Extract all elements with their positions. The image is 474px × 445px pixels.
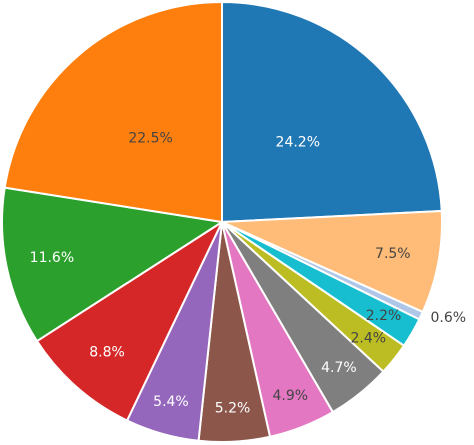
pie-slice-label: 5.2% (215, 401, 251, 417)
pie-slice-label: 11.6% (30, 250, 74, 266)
pie-slice[interactable] (1, 186, 223, 343)
pie-slices (1, 1, 443, 443)
pie-slice-label: 5.4% (153, 394, 189, 410)
pie-slice[interactable] (221, 1, 443, 223)
pie-slice-label: 4.7% (321, 360, 357, 376)
pie-slice-label: 4.9% (273, 388, 309, 404)
pie-slice-label: 0.6% (430, 310, 466, 326)
pie-slice[interactable] (35, 221, 223, 422)
pie-slice-labels: 24.2% 7.5% 0.6% 2.2% 2.4% 4.7% 4.9% 5.2% 5.4% 8.8… (30, 130, 466, 416)
pie-slice-label: 8.8% (89, 344, 125, 360)
pie-slice[interactable] (221, 209, 443, 313)
pie-slice[interactable] (3, 1, 223, 223)
pie-slice-label: 22.5% (128, 130, 172, 146)
pie-slice-label: 24.2% (276, 134, 320, 150)
pie-slice-label: 2.2% (366, 308, 402, 324)
pie-slice-label: 7.5% (375, 246, 411, 262)
pie-slice-label: 2.4% (351, 330, 387, 346)
